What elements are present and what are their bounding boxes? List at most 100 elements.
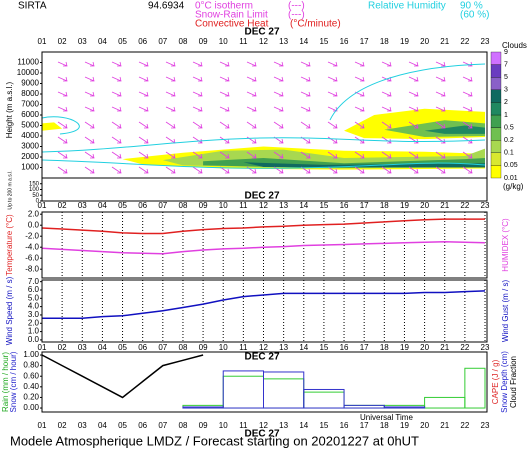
wind-arrow xyxy=(111,76,122,82)
colorbar-label: 2 xyxy=(504,99,508,106)
x-tick-label: 06 xyxy=(138,201,147,210)
wind-arrow xyxy=(192,166,203,174)
panel-frame xyxy=(41,351,488,413)
x-tick-label: 01 xyxy=(38,37,47,46)
x-tick-label: 18 xyxy=(380,37,389,46)
bar xyxy=(383,406,426,409)
x-tick-label: 11 xyxy=(239,37,248,46)
x-tick-label: 23 xyxy=(481,201,490,210)
x-tick-label: 07 xyxy=(158,343,167,352)
wind-arrow xyxy=(84,121,95,129)
x-tick-label: 07 xyxy=(158,37,167,46)
x-tick-label: 06 xyxy=(138,37,147,46)
colorbar-swatch xyxy=(490,127,502,141)
colorbar-swatch xyxy=(490,77,502,90)
x-tick-label: 03 xyxy=(78,343,87,352)
wind-arrow xyxy=(327,121,338,129)
wind-arrow xyxy=(57,151,68,159)
wind-arrow xyxy=(138,121,149,129)
y-tick-label: 7000 xyxy=(21,100,39,109)
colorbar-swatch xyxy=(490,102,502,116)
wind-arrow xyxy=(408,91,419,97)
x-tick-label: 14 xyxy=(299,201,308,210)
wind-arrow xyxy=(381,136,392,144)
x-tick-label: 16 xyxy=(340,343,349,352)
x-tick-label: 05 xyxy=(118,37,127,46)
x-tick-label: 02 xyxy=(58,201,67,210)
y-tick-label: 0.60 xyxy=(23,371,39,380)
wind-arrow xyxy=(462,166,473,174)
colorbar-swatch xyxy=(490,89,502,103)
wind-arrow xyxy=(192,61,203,67)
x-tick-label: 04 xyxy=(98,421,107,430)
wind-arrow xyxy=(327,151,338,159)
x-tick-label: 17 xyxy=(360,421,369,430)
x-tick-label: 22 xyxy=(460,37,469,46)
x-tick-label: 01 xyxy=(38,343,47,352)
y-tick-label: 7.0 xyxy=(28,277,40,286)
wind-arrow xyxy=(138,61,149,67)
colorbar-label: 0.1 xyxy=(504,150,514,157)
y-tick-label: 150 xyxy=(29,181,40,187)
date-label: DEC 27 xyxy=(244,27,279,38)
wind-arrow xyxy=(327,76,338,82)
y-tick-label: 2000 xyxy=(21,152,39,161)
colorbar-label: 5 xyxy=(504,74,508,81)
colorbar-swatch xyxy=(490,51,502,65)
wind-arrow xyxy=(192,91,203,97)
wind-arrow xyxy=(219,91,230,97)
y-tick-label: -2.0 xyxy=(25,231,39,240)
wind-arrow xyxy=(138,76,149,82)
x-tick-label: 22 xyxy=(460,343,469,352)
wind-arrow xyxy=(165,91,176,97)
wind-arrow xyxy=(57,91,68,97)
y-tick-label: 11000 xyxy=(17,58,39,67)
wind-arrow xyxy=(138,166,149,174)
colorbar-swatch xyxy=(490,64,502,78)
x-tick-label: 04 xyxy=(98,201,107,210)
y-tick-label: 0.40 xyxy=(23,382,39,391)
wind-arrow xyxy=(111,61,122,67)
wind-arrow xyxy=(192,106,203,112)
wind-arrow xyxy=(354,106,365,112)
wind-arrow xyxy=(192,151,203,159)
x-tick-label: 05 xyxy=(118,421,127,430)
wind-arrow xyxy=(300,151,311,159)
x-tick-label: 01 xyxy=(38,421,47,430)
wind-arrow xyxy=(246,121,257,129)
x-tick-label: 12 xyxy=(259,343,268,352)
station: SIRTA xyxy=(18,1,47,12)
wind-arrow xyxy=(381,61,392,67)
x-tick-label: 12 xyxy=(259,201,268,210)
wind-arrow xyxy=(381,106,392,112)
x-tick-label: 23 xyxy=(481,421,490,430)
bar xyxy=(222,375,265,409)
y-axis-label: Wind Speed (m / s) xyxy=(5,276,14,345)
y-tick-label: -8.0 xyxy=(25,264,39,273)
line xyxy=(42,290,486,320)
colorbar-label: 1 xyxy=(504,112,508,119)
x-tick-label: 02 xyxy=(58,343,67,352)
y-tick-label: 5000 xyxy=(21,121,39,130)
wind-arrow xyxy=(192,76,203,82)
y-axis-label: Temperature (°C) xyxy=(5,214,14,276)
wind-arrow xyxy=(462,106,473,112)
wind-arrow xyxy=(165,151,176,159)
y-tick-label: -6.0 xyxy=(25,253,39,262)
line xyxy=(41,240,486,255)
wind-arrow xyxy=(57,106,68,112)
cloud-region xyxy=(42,122,63,131)
wind-arrow xyxy=(300,121,311,129)
x-tick-label: 14 xyxy=(299,37,308,46)
x-tick-label: 19 xyxy=(400,343,409,352)
x-tick-label: 18 xyxy=(380,343,389,352)
x-tick-label: 10 xyxy=(219,201,228,210)
wind-arrow xyxy=(165,76,176,82)
colorbar-swatch xyxy=(490,114,502,128)
y-tick-label: 9000 xyxy=(21,79,39,88)
wind-arrow xyxy=(111,166,122,174)
wind-arrow xyxy=(273,121,284,129)
wind-arrow xyxy=(273,151,284,159)
wind-arrow xyxy=(462,91,473,97)
